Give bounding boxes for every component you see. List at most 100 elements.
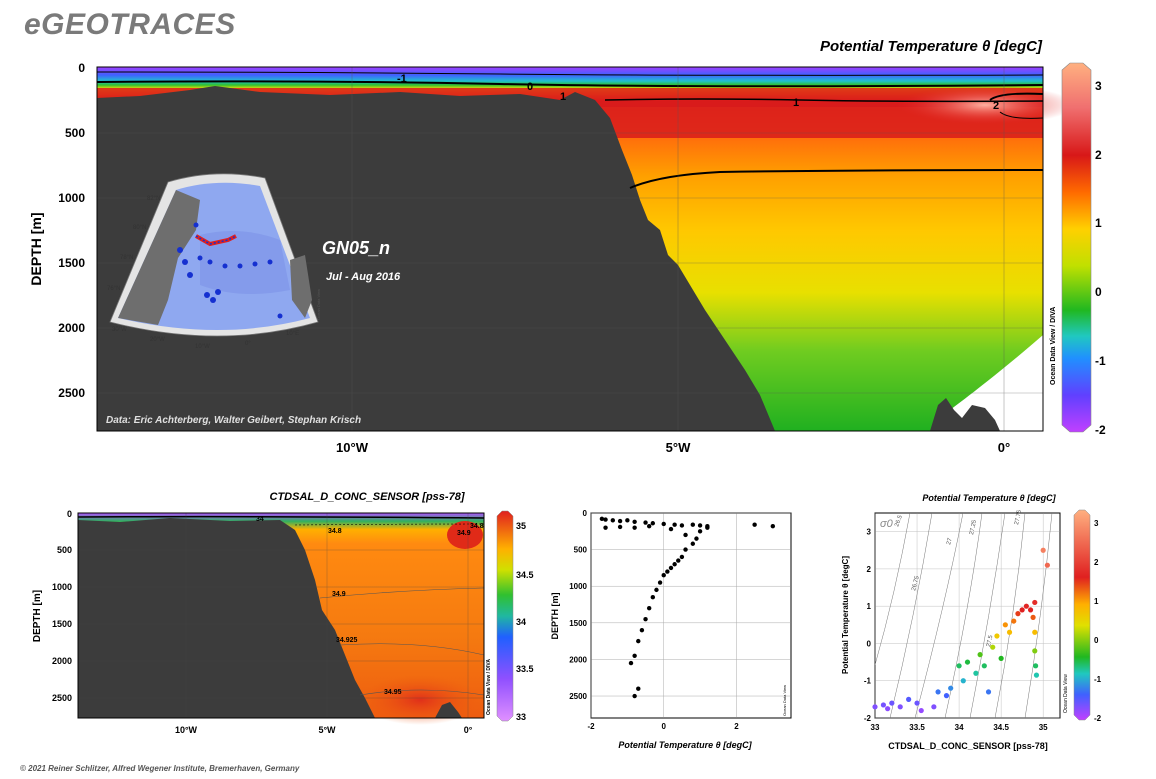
profile-point [697,529,703,534]
ts-frame [874,512,1061,719]
svg-text:34.9: 34.9 [332,591,346,598]
svg-text:27.5: 27.5 [986,634,994,647]
salinity-colorbar [496,510,514,722]
ts-x-tick: 33.5 [909,723,925,732]
ts-x-tick: 34.5 [993,723,1009,732]
ts-watermark: Ocean Data View [1063,674,1069,713]
svg-text:27.75: 27.75 [1014,509,1023,526]
ts-point [1015,611,1021,617]
ts-point [943,693,950,699]
svg-text:26.75: 26.75 [911,575,921,592]
salinity-contour-labels: 34 34.8 34.9 34.925 34.95 34.8 34.9 [256,516,484,696]
svg-text:2000: 2000 [52,656,72,666]
bathymetry [97,86,775,431]
ts-point [897,704,903,710]
svg-text:20°W: 20°W [150,337,165,343]
inset-map: 82°N 80°N 78°N 76°N 30°W 20°W 10°W 0° 10… [107,173,321,350]
profile-point [697,523,703,528]
ts-colorbar [1073,509,1091,721]
profile-y-ticks: 0 500 1000 1500 2000 2500 [569,509,587,701]
svg-text:26.5: 26.5 [894,514,904,528]
ts-ylabel: Potential Temperature θ [degC] [841,556,850,674]
profile-point [668,526,674,532]
bathymetry-seamount [930,398,1000,431]
svg-text:1: 1 [1095,216,1102,230]
svg-text:34.95: 34.95 [384,689,402,696]
contour-minus1 [96,71,1044,76]
salinity-colorbar-ticks: 35 34.5 34 33.5 33 [516,521,534,722]
profile-chart: 0 500 1000 1500 2000 2500 -2 0 2 Potential Temp… [550,509,792,750]
ts-point [872,704,878,710]
svg-text:1: 1 [793,97,799,109]
ts-point [1033,672,1040,678]
svg-text:-2: -2 [1095,423,1106,437]
profile-point [632,693,637,699]
svg-text:0°: 0° [245,341,251,347]
profile-point [628,660,634,666]
main-watermark: Ocean Data View / DIVA [1050,307,1057,385]
profile-point [610,518,616,523]
svg-text:2500: 2500 [52,693,72,703]
profile-point [646,605,652,611]
ts-chart: Potential Temperature θ [degC] 26.5 26.7… [841,493,1102,751]
svg-text:1500: 1500 [52,619,72,629]
svg-text:1: 1 [1094,597,1099,606]
svg-text:1000: 1000 [52,582,72,592]
profile-point [603,525,608,530]
profile-watermark: Ocean Data View [782,685,787,716]
ts-point [1033,663,1039,669]
svg-text:-2: -2 [1094,714,1102,723]
data-credits: Data: Eric Achterberg, Walter Geibert, S… [106,415,361,426]
ts-x-tick: 34 [955,723,964,732]
svg-text:5°W: 5°W [318,725,336,735]
profile-point [650,521,656,526]
svg-text:0: 0 [78,61,85,75]
svg-text:1: 1 [560,91,566,103]
svg-text:10°W: 10°W [195,344,210,350]
profile-y-tick: 2000 [569,655,587,664]
ts-point [914,700,920,706]
svg-text:1500: 1500 [58,256,85,270]
ts-point [948,685,954,691]
main-colorbar-ticks: 3 2 1 0 -1 -2 [1095,79,1106,437]
ts-y-tick: -1 [864,677,872,686]
svg-text:76°N: 76°N [107,286,120,292]
profile-point [694,536,699,541]
profile-point [617,518,623,524]
svg-text:500: 500 [57,545,72,555]
profile-x-tick: 2 [734,722,739,731]
salinity-bathymetry [78,518,375,718]
profile-point [672,522,677,527]
main-ylabel: DEPTH [m] [28,212,44,285]
profile-point [676,558,681,563]
ts-point [1030,614,1036,620]
contour-1 [604,98,1044,103]
profile-xlabel: Potential Temperature θ [degC] [618,740,752,750]
contour-0-deep [629,169,1044,189]
svg-text:-1: -1 [1095,354,1106,368]
svg-text:0: 0 [527,81,533,93]
ts-point [985,689,992,695]
ts-y-tick: -2 [864,714,872,723]
ts-point [1032,648,1038,654]
profile-point [636,686,641,691]
ts-y-ticks: -2 -1 0 1 2 3 [864,528,872,723]
ts-y-tick: 3 [867,528,872,537]
svg-text:2500: 2500 [58,386,85,400]
svg-text:10°W: 10°W [336,440,369,455]
profile-points [599,516,776,699]
ts-point [1044,562,1050,568]
profile-point [632,519,637,524]
svg-text:27.25: 27.25 [969,519,978,536]
cruise-label: GN05_n [322,238,390,258]
profile-point [665,569,670,574]
salinity-x-ticks: 10°W 5°W 0° [175,725,473,735]
svg-text:34.925: 34.925 [336,637,358,644]
profile-y-tick: 1500 [569,619,587,628]
profile-point [661,521,666,527]
svg-text:34: 34 [516,617,526,627]
ts-point [1032,599,1038,606]
profile-point [752,522,757,527]
profile-x-tick: -2 [587,722,595,731]
svg-text:500: 500 [65,126,85,140]
